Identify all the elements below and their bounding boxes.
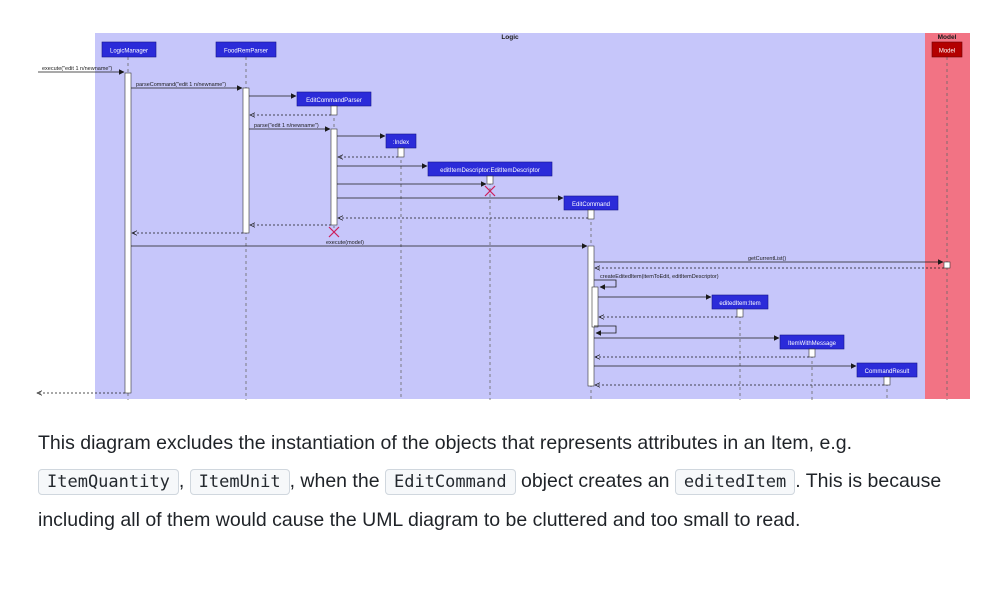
model-box-title: Model	[938, 34, 957, 41]
participant-model: Model	[931, 41, 963, 58]
activation-command-result	[883, 376, 891, 386]
message-label: execute("edit 1 n/newname")	[42, 66, 112, 72]
description-text: object creates an	[520, 470, 670, 492]
sequence-diagram: Logic Model LogicManager FoodRemParser E…	[0, 33, 970, 400]
participant-foodrem-parser: FoodRemParser	[215, 41, 277, 58]
message-label: parseCommand("edit 1 n/newname")	[136, 82, 226, 88]
message-label: getCurrentList()	[748, 256, 786, 262]
destroy-marks	[328, 185, 496, 238]
diagram-description: This diagram excludes the instantiation …	[38, 424, 978, 539]
activation-edit-command-nested	[591, 286, 599, 328]
participant-index: :Index	[385, 133, 417, 149]
activation-edit-item-descriptor	[486, 175, 494, 185]
activation-edited-item	[736, 308, 744, 318]
message-self-call	[594, 325, 617, 336]
code-item-quantity: ItemQuantity	[38, 469, 179, 495]
participant-label: editItemDescriptor:EditItemDescriptor	[440, 168, 540, 174]
participant-logic-manager: LogicManager	[101, 41, 157, 58]
model-box	[925, 33, 970, 399]
participant-label: EditCommandParser	[306, 98, 362, 104]
destroy-mark-edit-command-parser	[328, 226, 340, 238]
message-labels: execute("edit 1 n/newname") parseCommand…	[42, 66, 786, 280]
participant-command-result: CommandResult	[856, 362, 918, 378]
activation-foodrem-parser	[242, 87, 250, 234]
activation-logic-manager	[124, 72, 132, 394]
sync-messages	[38, 69, 944, 369]
code-edit-command: EditCommand	[384, 469, 516, 495]
activation-bars	[124, 72, 951, 394]
participant-edit-item-descriptor: editItemDescriptor:EditItemDescriptor	[427, 161, 553, 177]
description-text: . This is because including all of them …	[38, 470, 942, 531]
participant-edited-item: editedItem:Item	[711, 294, 769, 310]
destroy-mark-edit-item-descriptor	[484, 185, 496, 197]
participant-label: Model	[939, 49, 955, 55]
activation-model	[943, 261, 951, 269]
description-text: , when the	[289, 470, 380, 492]
message-create-edited-item-self	[594, 279, 617, 290]
logic-box-title: Logic	[501, 34, 519, 41]
activation-index	[397, 147, 405, 158]
message-label: parse("edit 1 n/newname")	[254, 123, 319, 129]
participant-label: FoodRemParser	[224, 49, 268, 55]
description-separator: ,	[178, 470, 185, 492]
participant-label: ItemWithMessage	[788, 341, 837, 347]
return-messages	[37, 115, 944, 393]
activation-edit-command-parser-1	[330, 105, 338, 116]
code-edited-item: editedItem	[674, 469, 796, 495]
participant-edit-command: EditCommand	[563, 195, 619, 211]
message-label: execute(model)	[326, 240, 364, 246]
code-item-unit: ItemUnit	[189, 469, 290, 495]
activation-item-with-message	[808, 348, 816, 358]
participant-edit-command-parser: EditCommandParser	[296, 91, 372, 107]
activation-edit-command-1	[587, 209, 595, 220]
participant-label: :Index	[393, 140, 409, 146]
activation-edit-command-parser-2	[330, 128, 338, 226]
participant-label: EditCommand	[572, 202, 610, 208]
message-label: createEditedItem(itemToEdit, editItemDes…	[600, 274, 719, 280]
participant-label: editedItem:Item	[719, 301, 760, 307]
participant-label: CommandResult	[865, 369, 910, 375]
participant-label: LogicManager	[110, 49, 148, 55]
description-text: This diagram excludes the instantiation …	[38, 432, 853, 454]
participant-item-with-message: ItemWithMessage	[779, 334, 845, 350]
